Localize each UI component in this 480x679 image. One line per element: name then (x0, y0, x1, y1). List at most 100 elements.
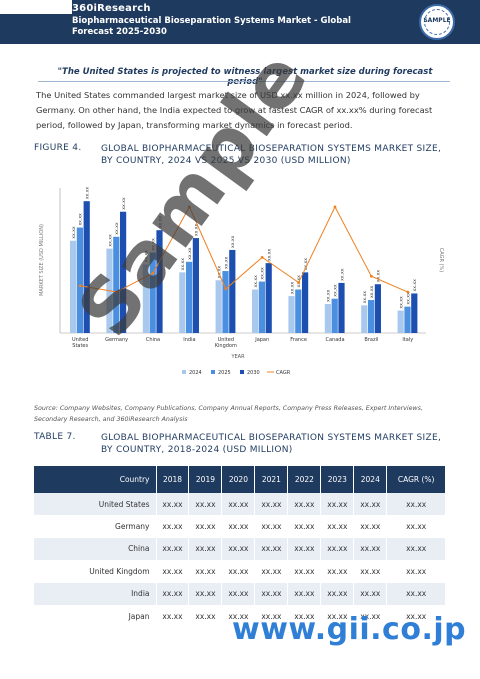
cell-value: xx.xx (221, 560, 256, 583)
cagr-point (151, 271, 155, 275)
cell-value: xx.xx (320, 537, 355, 561)
cagr-point (260, 255, 264, 259)
x-tick-label: United (218, 337, 234, 343)
bar-2025-united-states (76, 227, 83, 333)
cell-country: Germany (34, 515, 157, 538)
cell-value: xx.xx (254, 515, 289, 538)
legend-label: 2030 (247, 370, 260, 376)
x-tick-label: Germany (105, 337, 128, 343)
cagr-point (224, 287, 228, 291)
table-row: United States xx.xx xx.xx xx.xx xx.xx xx.xx xx… (34, 493, 446, 516)
cell-value: xx.xx (156, 560, 190, 583)
x-tick-label: Brazil (364, 337, 378, 343)
cell-value: xx.xx (221, 537, 256, 561)
x-tick-label: Kingdom (215, 343, 237, 349)
data-label: xx.xx (188, 247, 193, 260)
cell-value: xx.xx (320, 560, 355, 583)
bar-2024-united-states (70, 240, 77, 333)
cell-country: India (34, 582, 157, 605)
table-row: China xx.xx xx.xx xx.xx xx.xx xx.xx xx.xx xx.xx… (34, 537, 446, 561)
data-label: xx.xx (406, 292, 411, 305)
table-row: United Kingdom xx.xx xx.xx xx.xx xx.xx xx.xx x… (34, 560, 446, 583)
table-row: Germany xx.xx xx.xx xx.xx xx.xx xx.xx xx.xx xx.… (34, 515, 446, 538)
report-title: Biopharmaceutical Bioseparation Systems … (72, 16, 351, 37)
header-2021: 2021 (254, 466, 289, 493)
cell-value: xx.xx (386, 604, 446, 628)
data-label: xx.xx (79, 213, 84, 226)
data-label: xx.xx (145, 250, 150, 263)
data-label: xx.xx (72, 226, 77, 239)
cell-value: xx.xx (221, 493, 256, 516)
data-label: xx.xx (370, 285, 375, 298)
data-label: xx.xx (224, 256, 229, 269)
cell-value: xx.xx (386, 515, 446, 538)
figure-number: FIGURE 4. (34, 143, 82, 153)
cell-value: xx.xx (156, 604, 190, 628)
cell-value: xx.xx (221, 604, 256, 628)
data-label: xx.xx (413, 279, 418, 292)
cagr-point (333, 205, 337, 209)
x-tick-label: Canada (325, 337, 344, 343)
market-size-table: Country 2018 2019 2020 2021 2022 2023 2024 CAGR … (34, 466, 446, 628)
x-tick-label: States (72, 343, 88, 349)
cell-value: xx.xx (353, 560, 388, 583)
header-2020: 2020 (221, 466, 256, 493)
cell-value: xx.xx (188, 493, 223, 516)
table-row: Japan xx.xx xx.xx xx.xx xx.xx xx.xx xx.xx xx.xx… (34, 604, 446, 628)
cell-value: xx.xx (156, 493, 190, 516)
badge-ring (424, 9, 450, 35)
data-label: xx.xx (86, 187, 91, 200)
cell-value: xx.xx (320, 582, 355, 605)
data-label: xx.xx (181, 258, 186, 271)
source-note: Source: Company Websites, Company Public… (34, 405, 423, 423)
data-label: xx.xx (340, 268, 345, 281)
bar-2025-germany (113, 236, 120, 333)
legend-swatch (240, 370, 244, 374)
bar-2025-united-kingdom (222, 271, 229, 333)
cell-value: xx.xx (188, 560, 223, 583)
bar-2024-india (179, 272, 186, 333)
bar-2024-brazil (361, 305, 368, 333)
bar-2025-china (149, 252, 156, 333)
cell-value: xx.xx (353, 604, 388, 628)
data-label: xx.xx (377, 270, 382, 283)
data-label: xx.xx (363, 291, 368, 304)
data-label: xx.xx (152, 238, 157, 251)
cell-value: xx.xx (188, 604, 223, 628)
cell-country: China (34, 537, 157, 561)
y-axis-label: MARKET SIZE (USD MILLION) (39, 224, 45, 296)
figure-title: GLOBAL BIOPHARMACEUTICAL BIOSEPARATION S… (101, 144, 442, 166)
cell-value: xx.xx (156, 582, 190, 605)
legend-label: CAGR (276, 370, 291, 376)
bar-2030-canada (338, 282, 345, 333)
data-label: xx.xx (400, 296, 405, 309)
summary-paragraph: The United States commanded largest mark… (36, 90, 433, 130)
cell-value: xx.xx (188, 515, 223, 538)
cell-value: xx.xx (287, 515, 322, 538)
bar-2024-italy (397, 310, 404, 333)
x-tick-label: India (183, 337, 195, 343)
market-size-chart: MARKET SIZE (USD MILLION) CAGR (%)xx.xxxx… (39, 187, 444, 376)
cell-value: xx.xx (320, 515, 355, 538)
x-tick-label: China (146, 337, 160, 343)
badge-label: SAMPLE (423, 17, 451, 24)
data-label: xx.xx (158, 216, 163, 229)
bar-2030-united-states (83, 201, 90, 333)
x-tick-label: United (72, 337, 88, 343)
header-country: Country (34, 466, 157, 493)
header-corner (0, 0, 72, 14)
cell-value: xx.xx (386, 560, 446, 583)
cagr-point (115, 290, 118, 294)
header-2018: 2018 (156, 466, 190, 493)
cell-value: xx.xx (254, 582, 289, 605)
data-label: xx.xx (304, 258, 309, 271)
bar-2024-france (288, 296, 295, 333)
cell-country: United Kingdom (34, 560, 157, 583)
cell-value: xx.xx (156, 537, 190, 561)
cagr-point (297, 281, 300, 284)
divider (38, 81, 450, 82)
cell-value: xx.xx (188, 582, 223, 605)
header-2024: 2024 (353, 466, 388, 493)
cell-country: United States (34, 493, 157, 516)
cell-value: xx.xx (254, 604, 289, 628)
